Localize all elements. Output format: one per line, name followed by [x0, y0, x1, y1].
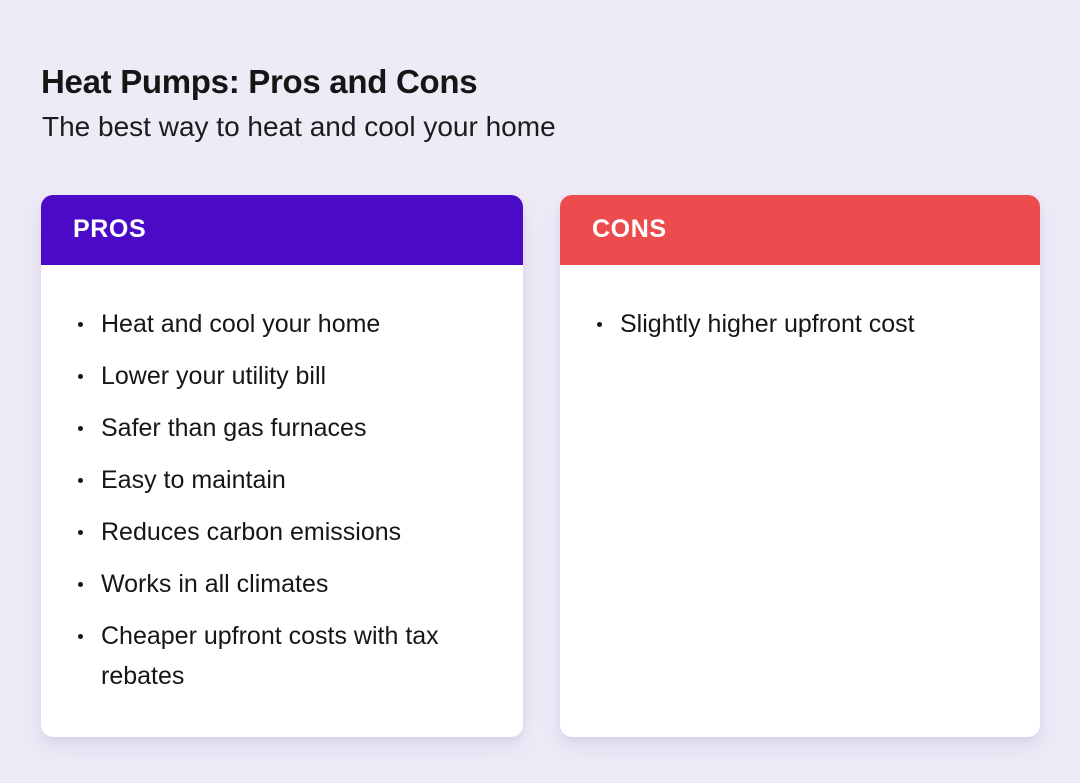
cons-header: CONS [560, 194, 1040, 265]
list-item-text: Lower your utility bill [101, 361, 327, 390]
list-item: Reduces carbon emissions [78, 512, 495, 552]
list-item: Works in all climates [78, 564, 495, 604]
cons-card: CONS Slightly higher upfront cost [560, 194, 1040, 737]
list-item-text: Works in all climates [101, 569, 329, 598]
bullet-dot [78, 425, 83, 431]
bullet-dot [597, 321, 602, 327]
list-item-text: Reduces carbon emissions [101, 517, 402, 546]
bullet-dot [78, 581, 83, 587]
cards-row: PROS Heat and cool your home Lower your … [41, 194, 1040, 737]
bullet-dot [78, 529, 83, 535]
pros-header: PROS [41, 194, 523, 265]
list-item-text: Slightly higher upfront cost [620, 309, 915, 338]
list-item: Lower your utility bill [78, 356, 495, 396]
page-subtitle: The best way to heat and cool your home [42, 111, 556, 143]
pros-card: PROS Heat and cool your home Lower your … [41, 194, 523, 737]
list-item: Cheaper upfront costs with tax rebates [78, 616, 495, 696]
list-item: Slightly higher upfront cost [597, 304, 1012, 344]
list-item-text: Cheaper upfront costs with tax rebates [101, 621, 439, 690]
cons-list: Slightly higher upfront cost [597, 304, 1012, 344]
pros-header-label: PROS [73, 215, 147, 244]
bullet-dot [78, 477, 83, 483]
bullet-dot [78, 321, 83, 327]
cons-card-body: Slightly higher upfront cost [560, 265, 1040, 344]
list-item-text: Safer than gas furnaces [101, 413, 367, 442]
list-item: Heat and cool your home [78, 304, 495, 344]
list-item-text: Easy to maintain [101, 465, 286, 494]
bullet-dot [78, 633, 83, 639]
page-title: Heat Pumps: Pros and Cons [41, 63, 478, 100]
list-item: Safer than gas furnaces [78, 408, 495, 448]
list-item: Easy to maintain [78, 460, 495, 500]
cons-header-label: CONS [592, 215, 667, 244]
pros-card-body: Heat and cool your home Lower your utili… [41, 265, 523, 696]
list-item-text: Heat and cool your home [101, 309, 381, 338]
pros-list: Heat and cool your home Lower your utili… [78, 304, 495, 696]
page: Heat Pumps: Pros and Cons The best way t… [41, 63, 1040, 737]
bullet-dot [78, 373, 83, 379]
